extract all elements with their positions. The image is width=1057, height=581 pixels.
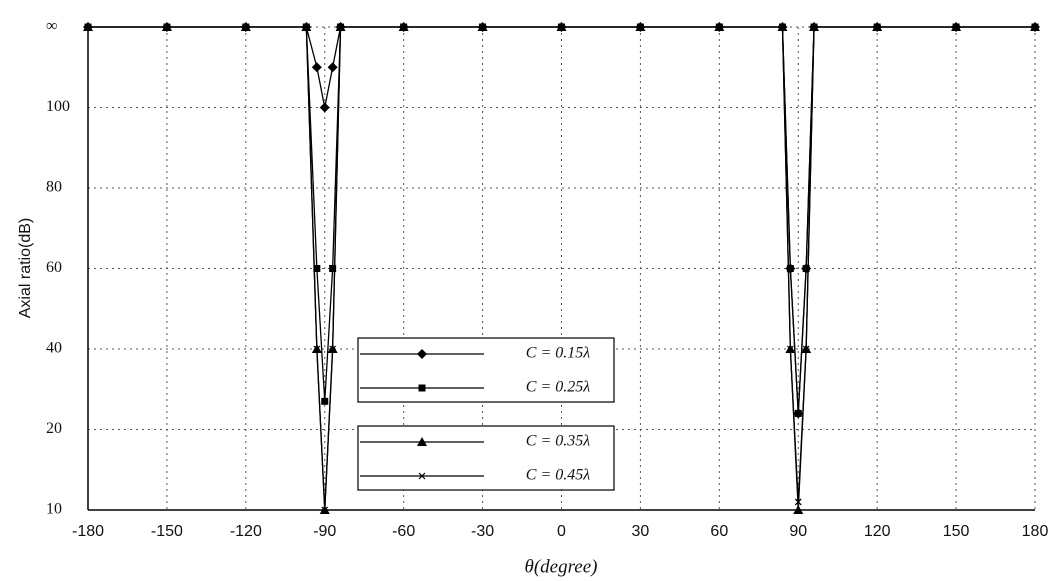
- x-tick-label: -150: [151, 523, 183, 540]
- marker: [163, 23, 171, 31]
- x-tick-label: 120: [864, 523, 891, 540]
- marker: [329, 345, 337, 353]
- marker: [313, 265, 321, 272]
- marker: [802, 345, 810, 353]
- marker: [479, 23, 487, 31]
- x-tick-label: -60: [392, 523, 415, 540]
- marker: [873, 23, 881, 31]
- legend: [357, 337, 615, 403]
- marker: [793, 505, 804, 514]
- x-tick-label: 180: [1022, 523, 1049, 540]
- marker: [321, 397, 329, 405]
- marker: [558, 23, 565, 31]
- marker: [952, 23, 960, 31]
- y-tick-label: ∞: [46, 18, 57, 35]
- x-tick-label: -90: [313, 523, 336, 540]
- x-tick-label: -30: [471, 523, 494, 540]
- marker: [319, 102, 330, 113]
- x-tick-label: 0: [557, 523, 566, 540]
- x-tick-label: 150: [943, 523, 970, 540]
- marker: [417, 349, 427, 359]
- marker: [84, 23, 92, 31]
- legend: [357, 425, 615, 491]
- marker: [794, 409, 802, 417]
- marker: [417, 437, 427, 446]
- x-tick-label: 90: [789, 523, 807, 540]
- y-axis-label: Axial ratio(dB): [17, 218, 34, 318]
- marker: [802, 265, 810, 272]
- y-tick-label: 10: [46, 501, 62, 518]
- marker: [329, 265, 337, 272]
- x-tick-label: 30: [632, 523, 650, 540]
- y-tick-label: 100: [46, 98, 70, 115]
- x-tick-label: -180: [72, 523, 104, 540]
- marker: [779, 23, 786, 31]
- y-tick-label: 80: [46, 179, 62, 196]
- marker: [786, 265, 794, 272]
- marker: [327, 62, 338, 73]
- y-tick-label: 20: [46, 420, 62, 437]
- x-tick-label: -120: [230, 523, 262, 540]
- marker: [400, 23, 408, 31]
- legend-label: C = 0.25λ: [526, 379, 590, 396]
- y-tick-label: 60: [46, 259, 62, 276]
- marker: [1031, 23, 1039, 31]
- y-tick-label: 40: [46, 340, 62, 357]
- marker: [636, 23, 644, 31]
- marker: [786, 345, 794, 353]
- marker: [302, 23, 310, 31]
- marker: [715, 23, 723, 31]
- x-axis-label: θ(degree): [525, 556, 598, 577]
- legend-label: C = 0.15λ: [526, 345, 590, 362]
- marker: [242, 23, 250, 31]
- legend-label: C = 0.35λ: [526, 433, 590, 450]
- marker: [321, 506, 329, 514]
- marker: [418, 384, 426, 392]
- marker: [313, 345, 321, 353]
- marker: [337, 23, 344, 31]
- marker: [810, 23, 818, 31]
- marker: [311, 62, 322, 73]
- marker: [794, 498, 802, 506]
- legend-label: C = 0.45λ: [526, 467, 590, 484]
- marker: [418, 472, 426, 480]
- x-tick-label: 60: [710, 523, 728, 540]
